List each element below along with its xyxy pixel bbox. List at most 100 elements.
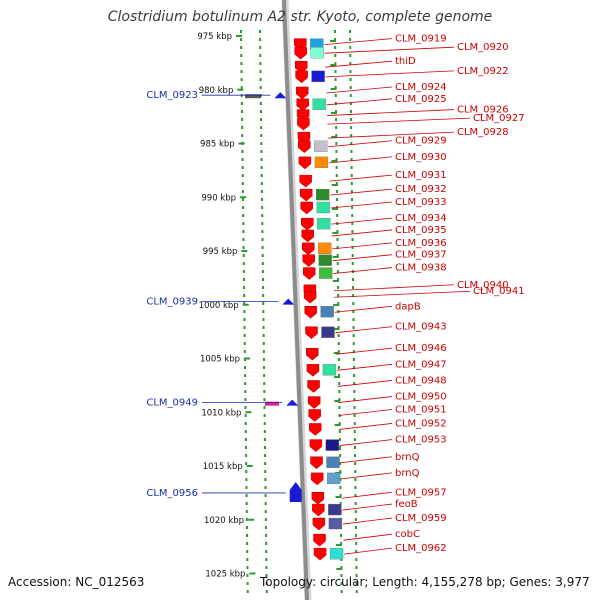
label-leader — [328, 156, 393, 164]
gc-tick — [354, 518, 357, 521]
gc-dash — [330, 88, 337, 90]
label-leader — [325, 60, 393, 68]
gc-tick — [264, 462, 267, 465]
gc-tick — [241, 158, 244, 161]
label-leader — [336, 363, 393, 371]
gc-tick — [337, 286, 340, 289]
gene-block — [316, 188, 330, 201]
gc-tick — [353, 430, 356, 433]
gene-arrow — [306, 364, 320, 377]
gc-tick — [245, 486, 248, 489]
gc-tick — [243, 350, 246, 353]
gc-tick — [245, 470, 248, 473]
gene-arrow — [303, 290, 317, 304]
ruler-tick — [249, 572, 256, 575]
gc-tick — [340, 582, 343, 585]
gc-tick — [264, 470, 267, 473]
gene-block — [317, 217, 331, 230]
gc-tick — [335, 174, 338, 177]
gene-block — [329, 548, 344, 560]
gene-label: CLM_0962 — [395, 543, 447, 554]
gene-label: CLM_0929 — [395, 136, 447, 147]
ruler-tick — [245, 411, 252, 414]
gc-dash — [331, 184, 338, 186]
gc-tick — [243, 342, 246, 345]
gc-tick — [354, 470, 357, 473]
gene-block — [326, 472, 341, 485]
gc-tick — [260, 142, 263, 145]
gc-tick — [263, 398, 266, 401]
gc-tick — [246, 558, 249, 561]
gc-tick — [352, 294, 355, 297]
gc-tick — [244, 422, 247, 425]
gc-tick — [241, 118, 244, 121]
gc-tick — [352, 326, 355, 329]
gc-tick — [351, 246, 354, 249]
gc-tick — [265, 582, 268, 585]
gc-tick — [242, 238, 245, 241]
label-leader — [328, 140, 393, 148]
gc-tick — [261, 198, 264, 201]
gc-tick — [241, 126, 244, 129]
gc-tick — [261, 206, 264, 209]
label-leader — [325, 70, 455, 78]
gc-tick — [259, 62, 262, 65]
gc-tick — [352, 358, 355, 361]
gc-tick — [350, 182, 353, 185]
label-leader — [329, 174, 393, 182]
gene-block — [310, 47, 324, 59]
gc-tick — [354, 454, 357, 457]
gc-tick — [339, 470, 342, 473]
ruler-label: 1020 kbp — [204, 516, 244, 526]
gc-tick — [261, 262, 264, 265]
gc-tick — [351, 278, 354, 281]
gc-tick — [335, 118, 338, 121]
gene-arrow — [299, 174, 312, 188]
gc-tick — [261, 214, 264, 217]
gene-label: brnQ — [395, 468, 420, 479]
gene-arrow — [312, 517, 326, 531]
gene-arrow — [300, 201, 313, 215]
gc-tick — [337, 294, 340, 297]
gene-label: cobC — [395, 529, 420, 540]
ruler-label: 990 kbp — [201, 193, 236, 203]
gene-arrow — [309, 439, 323, 452]
ruler-label: 1005 kbp — [200, 355, 240, 365]
gene-arrow — [296, 98, 309, 112]
gc-tick — [242, 254, 245, 257]
gc-tick — [244, 446, 247, 449]
gc-tick — [265, 550, 268, 553]
gc-tick — [262, 342, 265, 345]
gene-label: CLM_0920 — [457, 42, 509, 53]
gene-label: CLM_0934 — [395, 213, 447, 224]
label-leader — [340, 456, 393, 464]
gc-tick — [260, 174, 263, 177]
gene-arrow — [294, 46, 307, 60]
gc-tick — [349, 62, 352, 65]
gene-label: CLM_0923 — [146, 90, 198, 101]
gc-tick — [354, 478, 357, 481]
label-leader — [335, 326, 393, 334]
label-leader — [326, 98, 393, 106]
gc-tick — [349, 30, 351, 33]
gc-tick — [340, 590, 343, 593]
gc-dash — [336, 568, 343, 570]
gene-block — [319, 267, 333, 279]
gene-block — [321, 326, 335, 338]
gene-arrow — [312, 503, 325, 517]
gc-tick — [263, 414, 266, 417]
gc-tick — [263, 446, 266, 449]
label-leader — [331, 229, 393, 237]
gc-tick — [264, 478, 267, 481]
gene-label: CLM_0919 — [395, 34, 447, 45]
gc-tick — [244, 430, 247, 433]
gc-tick — [262, 302, 265, 305]
gc-tick — [241, 182, 244, 185]
gc-tick — [334, 30, 336, 33]
gene-label: CLM_0956 — [146, 488, 198, 499]
gc-dash — [333, 304, 340, 306]
gc-tick — [335, 150, 338, 153]
gc-tick — [350, 142, 353, 145]
gc-tick — [242, 214, 245, 217]
ruler-label: 995 kbp — [203, 247, 238, 257]
